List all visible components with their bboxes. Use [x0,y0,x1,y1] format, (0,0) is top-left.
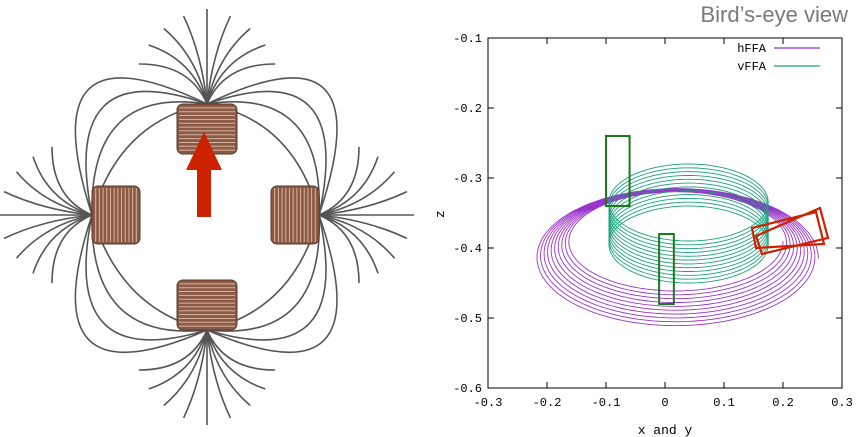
coil-left [91,185,141,245]
y-tick-label: -0.4 [453,242,482,256]
x-tick-label: 0.2 [772,396,794,410]
legend: hFFA vFFA [737,42,820,74]
x-tick-label: -0.2 [533,396,562,410]
plot-frame [487,37,843,389]
plot: -0.3 -0.2 -0.1 0 0.1 0.2 0.3 -0.1 -0.2 -0.3 -0.4 -0… [433,32,853,437]
series-hffa [536,188,819,327]
y-tick-label: -0.2 [453,102,482,116]
figure-title: Bird’s-eye view [700,2,848,27]
x-tick-label: -0.3 [474,396,503,410]
plot-area: -0.3 -0.2 -0.1 0 0.1 0.2 0.3 -0.1 -0.2 -0.3 -0.4 -0… [453,32,853,410]
red-arrow-icon [186,132,222,217]
field-lines [0,9,414,425]
y-tick-label: -0.3 [453,172,482,186]
x-tick-label: 0.1 [713,396,735,410]
y-tick-label: -0.6 [453,382,482,396]
highlight-box-2 [658,233,675,305]
series-vffa [608,163,769,284]
x-tick-label: -0.1 [592,396,621,410]
legend-label-vffa: vFFA [737,60,767,74]
coil-right [270,185,320,245]
x-tick-label: 0.3 [831,396,853,410]
highlight-box-1 [605,135,631,207]
coil-bottom [176,279,238,331]
coil-top [176,103,238,155]
legend-label-hffa: hFFA [737,42,767,56]
quadrupole-diagram [0,9,414,425]
y-tick-label: -0.1 [453,32,482,46]
y-tick-label: -0.5 [453,312,482,326]
y-axis-label: z [433,210,448,218]
red-wedge-icon [750,206,830,256]
x-axis-label: x and y [638,423,693,437]
x-tick-label: 0 [661,396,668,410]
